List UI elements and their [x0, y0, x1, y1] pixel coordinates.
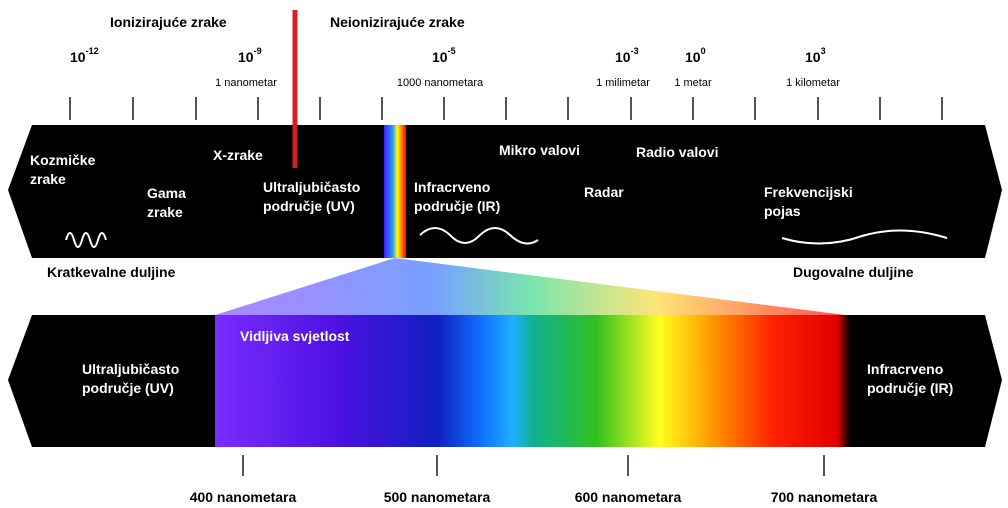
- power-label: 100: [685, 46, 706, 65]
- exponent: 3: [821, 46, 826, 56]
- unit-label: 1 milimetar: [596, 77, 650, 89]
- base: 10: [238, 49, 254, 65]
- band-label: Ultraljubičasto područje (UV): [263, 179, 360, 214]
- waves: [65, 227, 948, 248]
- exponent: -5: [448, 46, 456, 56]
- top-band: [8, 125, 1002, 258]
- fan: [215, 258, 845, 315]
- wavelength-label: 500 nanometara: [384, 489, 491, 505]
- exponent: 0: [701, 46, 706, 56]
- power-label: 10-3: [615, 46, 639, 65]
- unit-label: 1 metar: [674, 77, 712, 89]
- label: Neionizirajuće zrake: [330, 14, 465, 30]
- exponent: -12: [86, 46, 99, 56]
- exponent: -3: [631, 46, 639, 56]
- region-label: Ultraljubičasto područje (UV): [82, 361, 179, 396]
- label: Kratkevalne duljine: [47, 264, 176, 280]
- base: 10: [432, 49, 448, 65]
- base: 10: [70, 49, 86, 65]
- band-label: Infracrveno područje (IR): [414, 179, 500, 214]
- label: Vidljiva svjetlost: [240, 328, 350, 344]
- thin-spectrum: [384, 125, 406, 258]
- band-label: Mikro valovi: [499, 142, 580, 158]
- visible-spectrum: [215, 315, 850, 447]
- base: 10: [685, 49, 701, 65]
- power-label: 10-12: [70, 46, 99, 65]
- unit-label: 1 kilometar: [786, 77, 840, 89]
- base: 10: [805, 49, 821, 65]
- wavelength-label: 600 nanometara: [575, 489, 682, 505]
- wavelength-label: 700 nanometara: [771, 489, 878, 505]
- unit-label: 1 nanometar: [215, 77, 277, 89]
- ticks: [69, 97, 943, 476]
- band-label: X-zrake: [213, 147, 263, 163]
- power-label: 103: [805, 46, 826, 65]
- band-label: Kozmičke zrake: [30, 152, 96, 187]
- band-labels: Kozmičke zrake Gama zrake X-zrakeUltraljubič…: [30, 142, 853, 220]
- base: 10: [615, 49, 631, 65]
- power-label: 10-5: [432, 46, 456, 65]
- band-label: Frekvencijski pojas: [764, 184, 853, 219]
- region-label: Infracrveno područje (IR): [867, 361, 953, 396]
- exponent: -9: [254, 46, 262, 56]
- band-label: Radio valovi: [636, 144, 718, 160]
- wavelength-label: 400 nanometara: [190, 489, 297, 505]
- visible-labels: Ultraljubičasto područje (UV) Infracrveno p…: [82, 361, 953, 505]
- power-label: 10-9: [238, 46, 262, 65]
- band-label: Gama zrake: [147, 185, 186, 220]
- unit-label: 1000 nanometara: [397, 77, 484, 89]
- band-label: Radar: [584, 184, 624, 200]
- label: Dugovalne duljine: [793, 264, 914, 280]
- label: Ionizirajuće zrake: [110, 14, 227, 30]
